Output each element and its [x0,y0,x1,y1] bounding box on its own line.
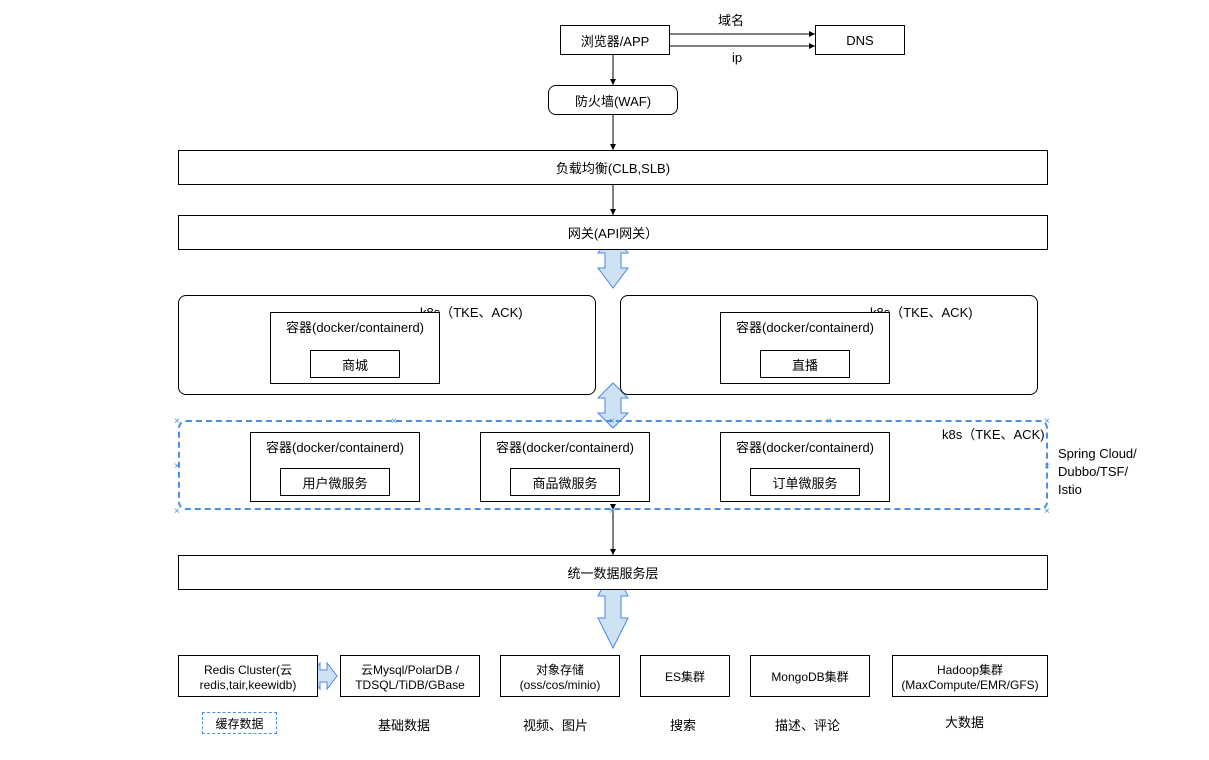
waf-node: 防火墙(WAF) [548,85,678,115]
lb-node: 负载均衡(CLB,SLB) [178,150,1048,185]
ip-label: ip [732,50,742,65]
storage-oss: 对象存储(oss/cos/minio) [500,655,620,697]
handle-icon: × [826,416,834,424]
handle-icon: × [174,416,182,424]
handle-icon: × [1044,461,1052,469]
storage-redis: Redis Cluster(云redis,tair,keewidb) [178,655,318,697]
dns-node: DNS [815,25,905,55]
ms-order-app: 订单微服务 [750,468,860,496]
ms-user-app: 用户微服务 [280,468,390,496]
storage-es: ES集群 [640,655,730,697]
storage-mongo: MongoDB集群 [750,655,870,697]
storage-mysql: 云Mysql/PolarDB / TDSQL/TiDB/GBase [340,655,480,697]
ms-k8s-label: k8s（TKE、ACK) [942,424,1045,443]
handle-icon: × [609,506,617,514]
data-layer-node: 统一数据服务层 [178,555,1048,590]
handle-icon: × [609,416,617,424]
browser-node: 浏览器/APP [560,25,670,55]
storage-hadoop: Hadoop集群(MaxCompute/EMR/GFS) [892,655,1048,697]
cat-desc: 描述、评论 [775,715,840,734]
domain-label: 域名 [718,10,744,29]
k8s-right-app: 直播 [760,350,850,378]
ms-product-app: 商品微服务 [510,468,620,496]
handle-icon: × [391,416,399,424]
spring-cloud-label: Spring Cloud/ Dubbo/TSF/ Istio [1058,445,1137,500]
handle-icon: × [1044,506,1052,514]
cat-basic: 基础数据 [378,715,430,734]
handle-icon: × [1044,416,1052,424]
k8s-left-app: 商城 [310,350,400,378]
cat-search: 搜索 [670,715,696,734]
gateway-node: 网关(API网关） [178,215,1048,250]
cat-bigdata: 大数据 [945,712,984,731]
handle-icon: × [174,506,182,514]
handle-icon: × [174,461,182,469]
cat-media: 视频、图片 [523,715,588,734]
cat-cache: 缓存数据 [202,712,277,734]
